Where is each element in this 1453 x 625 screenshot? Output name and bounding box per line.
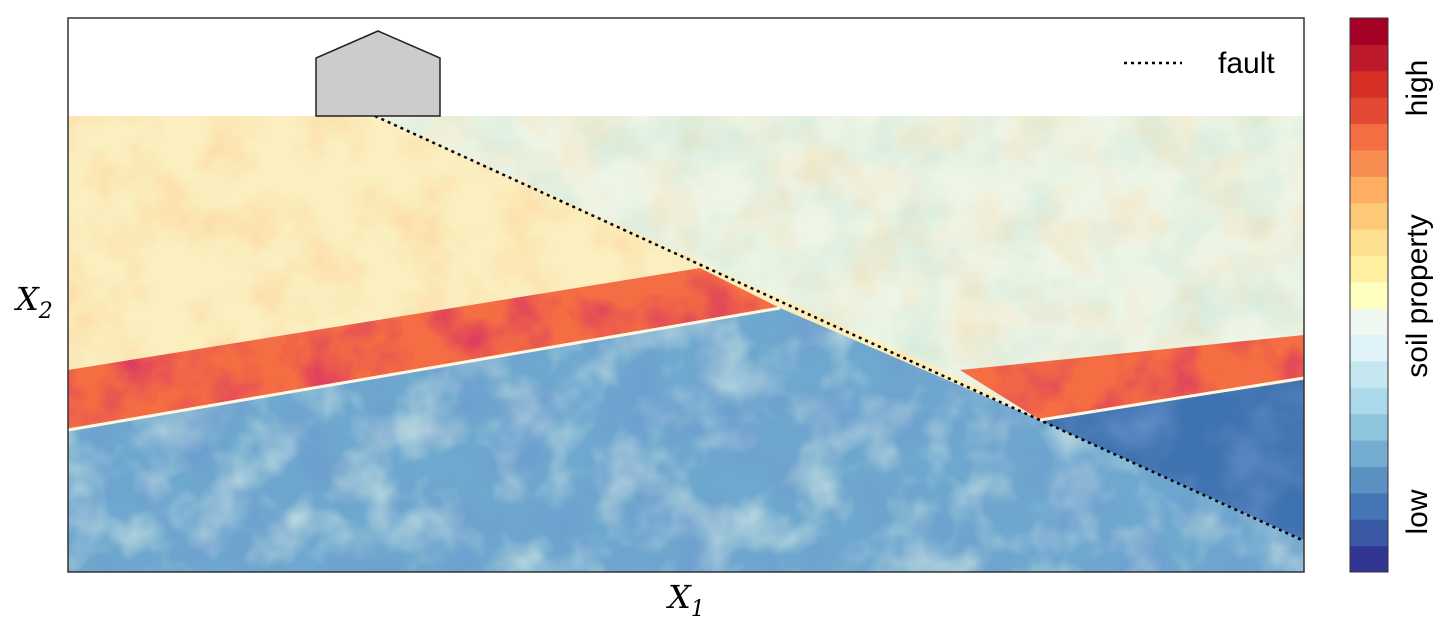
colorbar-low-label: low (1401, 489, 1434, 534)
colorbar-segment (1350, 281, 1388, 309)
colorbar-title: soil property (1401, 214, 1434, 377)
colorbar-segment (1350, 44, 1388, 72)
colorbar-segment (1350, 334, 1388, 362)
soil-field (68, 116, 1304, 572)
x-axis-label: X1 (665, 578, 705, 622)
colorbar-segment (1350, 492, 1388, 520)
colorbar-segment (1350, 440, 1388, 467)
colorbar-segment (1350, 413, 1388, 441)
red-band-left-texture (68, 268, 780, 430)
plot-border (67, 17, 1305, 573)
colorbar-segment (1350, 255, 1388, 283)
colorbar-segment (1350, 176, 1388, 204)
lower-layer-right-texture (1040, 380, 1304, 540)
red-band-right-texture (960, 335, 1304, 420)
colorbar-segment (1350, 18, 1388, 45)
colorbar-segment (1350, 308, 1388, 336)
layer-boundary-right (1039, 376, 1304, 422)
colorbar-segment (1350, 229, 1388, 256)
colorbar-segment (1350, 202, 1388, 230)
fault-line (374, 114, 1303, 542)
colorbar-segment (1350, 360, 1388, 388)
colorbar-border (1349, 17, 1389, 573)
colorbar-segment (1350, 149, 1388, 177)
y-axis-label: X2 (13, 280, 53, 324)
colorbar-segment (1350, 387, 1388, 415)
colorbar-segment (1350, 70, 1388, 98)
lower-layer-left-texture-dark (68, 308, 1304, 572)
legend: fault (1124, 47, 1275, 80)
colorbar (1350, 18, 1388, 573)
colorbar-segment (1350, 466, 1388, 494)
colorbar-high-label: high (1401, 60, 1434, 117)
layer-boundary-left (68, 306, 781, 432)
colorbar-segment (1350, 519, 1388, 547)
upper-layer-right-texture-warm (375, 116, 1304, 420)
house-shape-icon (315, 30, 441, 117)
legend-fault-label: fault (1218, 47, 1275, 80)
colorbar-segment (1350, 123, 1388, 151)
colorbar-segment (1350, 97, 1388, 125)
colorbar-segment (1350, 545, 1388, 573)
